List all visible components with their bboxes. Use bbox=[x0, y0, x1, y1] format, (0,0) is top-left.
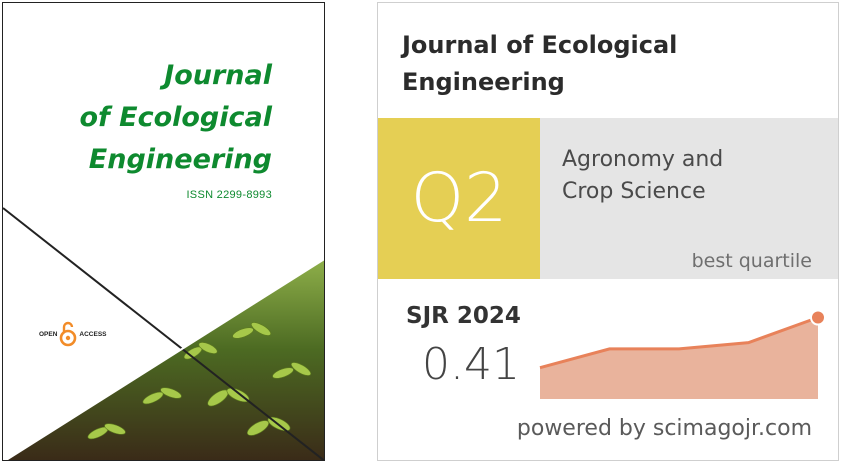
cover-issn: ISSN 2299-8993 bbox=[186, 189, 272, 201]
category-line-1: Agronomy and bbox=[562, 147, 724, 172]
quartile-box: Q2 bbox=[378, 118, 540, 279]
sjr-year-label: SJR 2024 bbox=[406, 303, 521, 329]
cover-title-line-1: Journal bbox=[164, 60, 272, 91]
cover-title-line-3: Engineering bbox=[88, 144, 272, 175]
category-line-2: Crop Science bbox=[562, 179, 706, 204]
open-access-left-text: OPEN bbox=[39, 330, 58, 338]
quartile-label: Q2 bbox=[410, 159, 508, 238]
cover-artwork bbox=[3, 207, 324, 460]
open-access-logo: OPEN ACCESS bbox=[39, 321, 107, 347]
widget-title-line-1: Journal of Ecological bbox=[402, 31, 678, 59]
sjr-trend-area bbox=[540, 317, 818, 399]
sjr-latest-point bbox=[810, 309, 826, 326]
cover-title: Journal of Ecological Engineering bbox=[79, 55, 272, 181]
category-name: Agronomy and Crop Science bbox=[562, 144, 723, 208]
journal-cover[interactable]: Journal of Ecological Engineering ISSN 2… bbox=[2, 2, 325, 461]
sjr-value: 0.41 bbox=[422, 339, 520, 390]
powered-by-link[interactable]: powered by scimagojr.com bbox=[516, 416, 812, 441]
widget-title-line-2: Engineering bbox=[402, 68, 565, 96]
open-access-lock-icon bbox=[60, 321, 77, 347]
best-quartile-label: best quartile bbox=[691, 250, 812, 272]
sjr-trend-line bbox=[539, 316, 819, 370]
open-access-right-text: ACCESS bbox=[79, 330, 107, 338]
widget-journal-title: Journal of Ecological Engineering bbox=[402, 27, 677, 101]
cover-title-line-2: of Ecological bbox=[79, 102, 272, 133]
sjr-trend-chart bbox=[539, 309, 826, 399]
category-box: Agronomy and Crop Science best quartile bbox=[540, 118, 838, 279]
sjr-widget[interactable]: Journal of Ecological Engineering Q2 Agr… bbox=[377, 2, 839, 461]
